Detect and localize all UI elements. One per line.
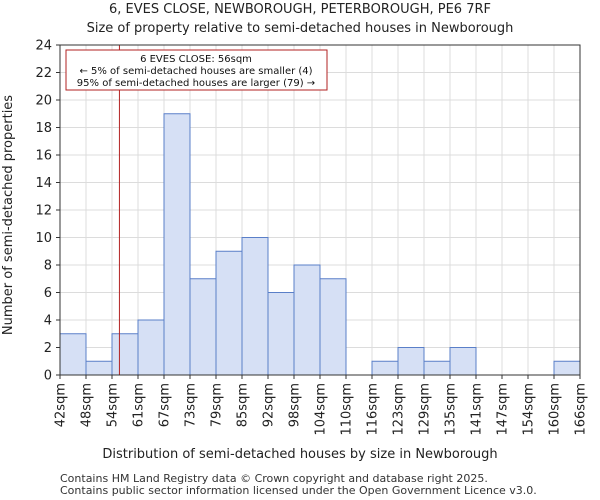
x-tick-label: 116sqm [366, 383, 381, 436]
bar-73sqm [189, 278, 217, 376]
chart-title: 6, EVES CLOSE, NEWBOROUGH, PETERBOROUGH,… [109, 2, 491, 17]
bar-79sqm [215, 250, 243, 376]
x-tick-label: 154sqm [522, 383, 537, 436]
x-tick-label: 73sqm [184, 383, 199, 427]
x-axis-ticks: 42sqm 48sqm 54sqm 61sqm 67sqm 73sqm 79sqm 85sqm… [54, 375, 589, 436]
x-tick-label: 135sqm [444, 383, 459, 436]
bar-48sqm [85, 360, 113, 376]
annotation-smaller: ← 5% of semi-detached houses are smaller… [79, 66, 312, 77]
y-tick-label: 2 [44, 341, 52, 356]
y-tick-label: 18 [35, 121, 52, 136]
y-axis-label: Number of semi-detached properties [1, 95, 16, 335]
y-tick-label: 12 [35, 204, 52, 219]
y-tick-label: 16 [35, 149, 52, 164]
bar-85sqm [241, 237, 269, 376]
y-tick-label: 10 [35, 231, 52, 246]
footer-line-2: Contains public sector information licen… [60, 484, 537, 497]
bar-135sqm [449, 347, 477, 376]
chart-subtitle: Size of property relative to semi-detach… [87, 21, 514, 36]
x-tick-label: 92sqm [262, 383, 277, 427]
plot-frame [59, 44, 581, 376]
x-tick-label: 61sqm [132, 383, 147, 427]
annotation-larger: 95% of semi-detached houses are larger (… [77, 78, 315, 89]
bar-67sqm [163, 113, 191, 376]
bar-98sqm [293, 264, 321, 376]
y-tick-label: 24 [35, 39, 52, 54]
x-tick-label: 129sqm [418, 383, 433, 436]
bar-123sqm [397, 347, 425, 376]
x-tick-label: 166sqm [574, 383, 589, 436]
x-tick-label: 147sqm [496, 383, 511, 436]
y-tick-label: 4 [44, 314, 52, 329]
y-tick-label: 6 [44, 286, 52, 301]
x-tick-label: 67sqm [158, 383, 173, 427]
y-tick-label: 8 [44, 259, 52, 274]
annotation-frame [65, 49, 328, 91]
x-tick-label: 110sqm [340, 383, 355, 436]
y-tick-label: 22 [35, 66, 52, 81]
bar-92sqm [267, 292, 295, 376]
bar-54sqm [111, 333, 139, 376]
x-tick-label: 42sqm [54, 383, 69, 427]
y-tick-label: 14 [35, 176, 52, 191]
x-tick-label: 85sqm [236, 383, 251, 427]
bar-160sqm [553, 360, 581, 376]
x-tick-label: 79sqm [210, 383, 225, 427]
x-tick-label: 54sqm [106, 383, 121, 427]
y-tick-label: 0 [44, 369, 52, 384]
y-tick-label: 20 [35, 94, 52, 109]
bar-116sqm [371, 360, 399, 376]
footer-line-1: Contains HM Land Registry data © Crown c… [60, 472, 488, 485]
annotation-box: 6 EVES CLOSE: 56sqm ← 5% of semi-detache… [65, 49, 328, 91]
x-tick-label: 104sqm [314, 383, 329, 436]
annotation-title: 6 EVES CLOSE: 56sqm [140, 54, 252, 65]
x-tick-label: 48sqm [80, 383, 95, 427]
bar-61sqm [137, 319, 165, 376]
x-axis-label: Distribution of semi-detached houses by … [102, 447, 497, 462]
x-tick-label: 160sqm [548, 383, 563, 436]
x-tick-label: 141sqm [470, 383, 485, 436]
bars-group [59, 113, 581, 376]
bar-129sqm [423, 360, 451, 376]
x-tick-label: 123sqm [392, 383, 407, 436]
bar-104sqm [319, 278, 347, 376]
x-tick-label: 98sqm [288, 383, 303, 427]
bar-42sqm [59, 333, 87, 376]
